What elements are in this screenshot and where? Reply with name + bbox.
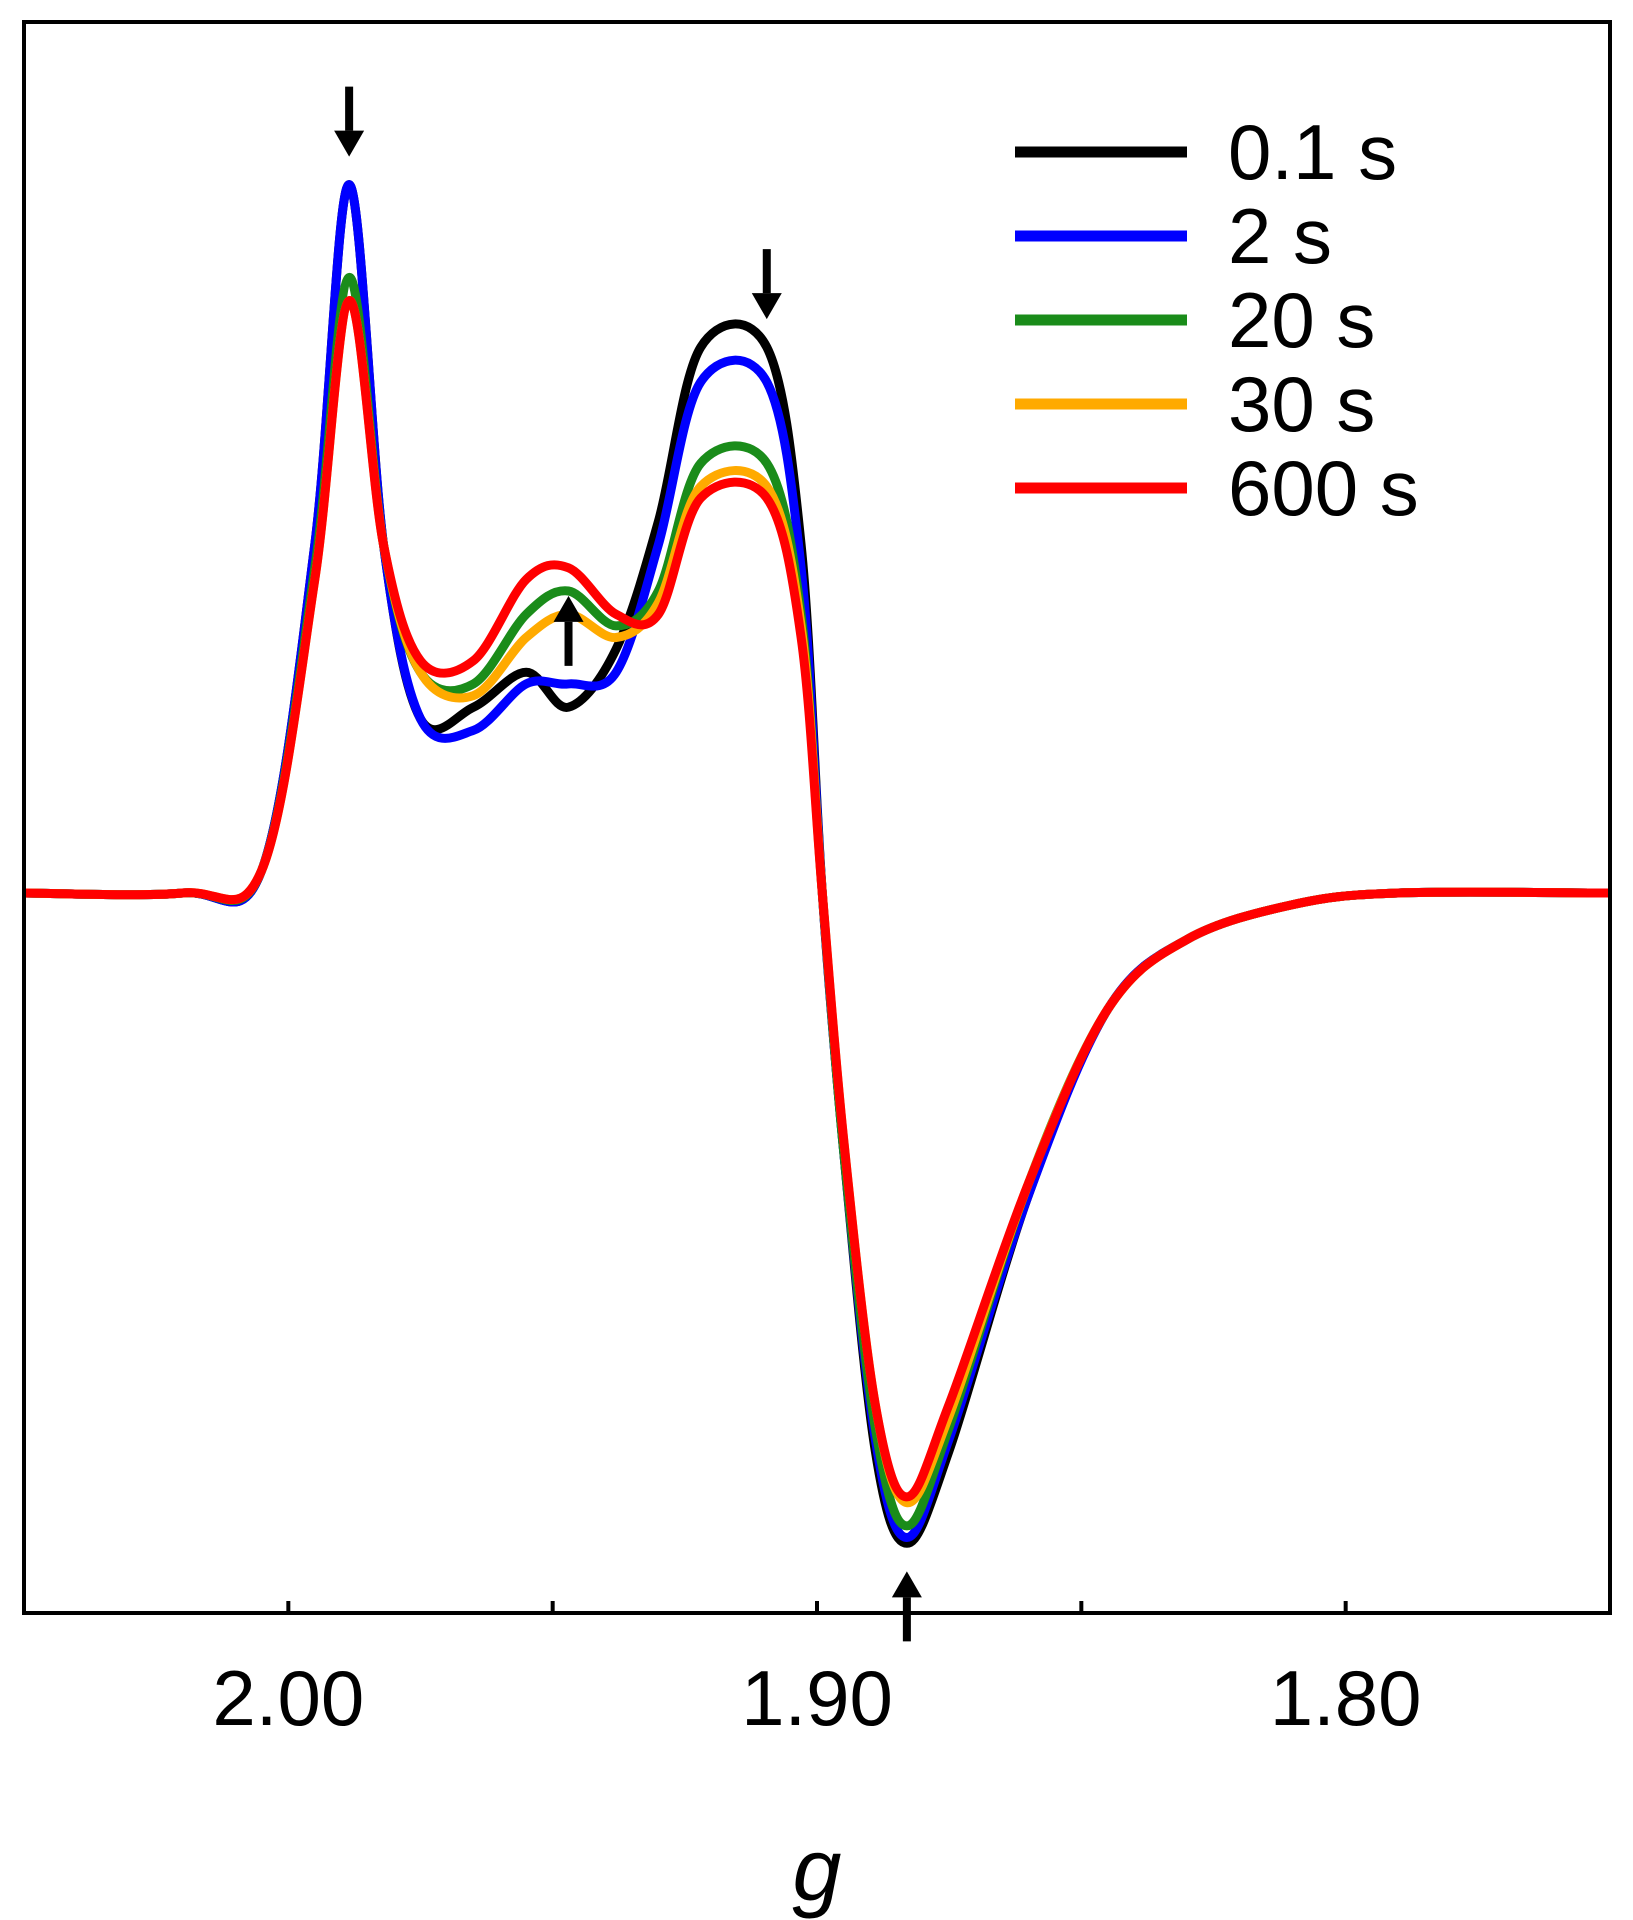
- legend-item: 30 s: [1015, 360, 1375, 448]
- series-layer: [24, 180, 1610, 1548]
- legend-item: 0.1 s: [1015, 108, 1397, 196]
- x-tick-label: 1.90: [741, 1654, 893, 1742]
- x-axis-tick-labels: 2.00 1.90 1.80: [212, 1654, 1421, 1742]
- legend-label: 0.1 s: [1228, 108, 1397, 196]
- annotation-arrows: [334, 86, 922, 1642]
- legend-item: 600 s: [1015, 444, 1419, 532]
- x-axis-ticks: [22, 1601, 1612, 1613]
- legend-label: 600 s: [1228, 444, 1419, 532]
- x-tick-label: 1.80: [1270, 1654, 1422, 1742]
- legend-item: 2 s: [1015, 192, 1332, 280]
- arrow-up: [891, 1571, 922, 1642]
- arrow-up: [553, 595, 584, 666]
- arrow-down: [751, 249, 782, 320]
- series-line-600-s: [24, 296, 1610, 1502]
- arrow-down: [334, 86, 365, 157]
- x-axis-label: g: [793, 1820, 842, 1919]
- legend-label: 20 s: [1228, 276, 1375, 364]
- x-tick-label: 2.00: [212, 1654, 364, 1742]
- legend-label: 2 s: [1228, 192, 1332, 280]
- legend-label: 30 s: [1228, 360, 1375, 448]
- legend-item: 20 s: [1015, 276, 1375, 364]
